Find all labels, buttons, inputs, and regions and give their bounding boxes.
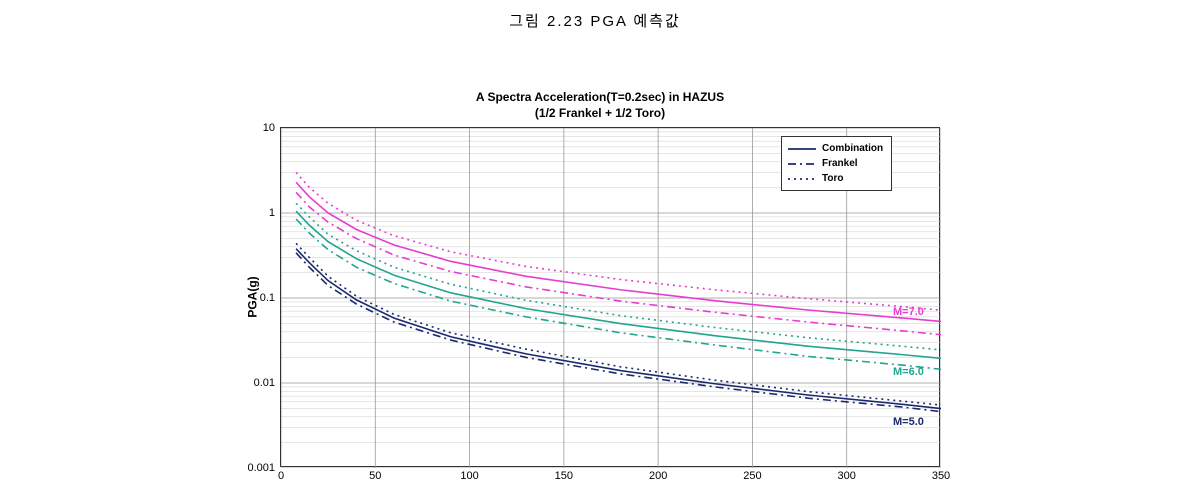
legend-item: Toro: [788, 171, 883, 186]
x-tick-label: 100: [460, 470, 478, 482]
legend: CombinationFrankelToro: [781, 136, 892, 191]
figure-caption: 그림 2.23 PGA 예측값: [0, 0, 1190, 31]
series-line: [296, 219, 941, 369]
chart-title-line2: (1/2 Frankel + 1/2 Toro): [535, 106, 665, 120]
legend-label: Toro: [822, 171, 843, 186]
y-tick-label: 0.001: [247, 462, 275, 474]
chart-title-line1: A Spectra Acceleration(T=0.2sec) in HAZU…: [476, 90, 724, 104]
chart-container: A Spectra Acceleration(T=0.2sec) in HAZU…: [220, 90, 980, 467]
series-line: [296, 249, 941, 409]
legend-swatch: [788, 174, 816, 184]
series-line: [296, 204, 941, 351]
plot-box: PGA(g) 0.0010.010.1110050100150200250300…: [280, 127, 980, 467]
legend-label: Frankel: [822, 156, 858, 171]
series-line: [296, 243, 941, 405]
legend-swatch: [788, 159, 816, 169]
y-tick-label: 10: [263, 122, 275, 134]
legend-item: Frankel: [788, 156, 883, 171]
plot-area: 0.0010.010.1110050100150200250300350Comb…: [280, 127, 940, 467]
x-tick-label: 0: [278, 470, 284, 482]
series-line: [296, 211, 941, 358]
legend-label: Combination: [822, 141, 883, 156]
y-tick-label: 0.1: [260, 292, 275, 304]
x-tick-label: 150: [555, 470, 573, 482]
magnitude-label: M=5.0: [893, 416, 924, 428]
legend-swatch: [788, 144, 816, 154]
legend-item: Combination: [788, 141, 883, 156]
y-tick-label: 1: [269, 207, 275, 219]
magnitude-label: M=7.0: [893, 306, 924, 318]
x-tick-label: 50: [369, 470, 381, 482]
y-axis-label: PGA(g): [246, 277, 260, 318]
x-tick-label: 250: [743, 470, 761, 482]
chart-title: A Spectra Acceleration(T=0.2sec) in HAZU…: [220, 90, 980, 121]
magnitude-label: M=6.0: [893, 366, 924, 378]
x-tick-label: 200: [649, 470, 667, 482]
x-tick-label: 300: [838, 470, 856, 482]
x-tick-label: 350: [932, 470, 950, 482]
y-tick-label: 0.01: [254, 377, 275, 389]
